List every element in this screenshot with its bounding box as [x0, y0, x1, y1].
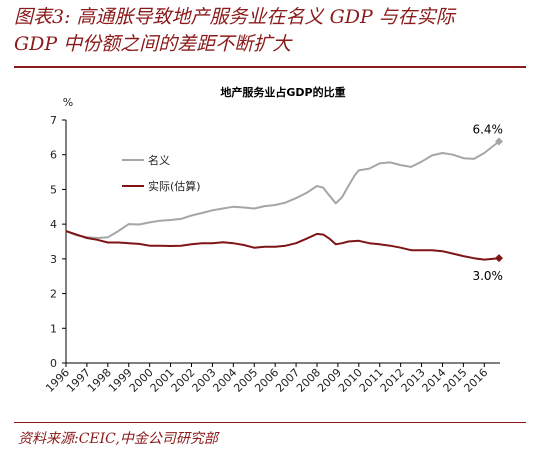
series-line-nominal [65, 140, 500, 239]
chart-axes: 0123456719961997199819992000200120022003… [43, 114, 500, 395]
y-axis-unit-label: % [63, 96, 73, 109]
legend-label: 实际(估算) [148, 179, 201, 193]
y-tick-label: 1 [50, 322, 57, 335]
y-tick-label: 2 [50, 288, 57, 301]
series-end-marker-nominal [494, 137, 503, 146]
title-divider [14, 66, 526, 68]
data-labels: 6.4% 3.0% [472, 123, 503, 284]
source-divider [14, 422, 526, 423]
figure-title-line1: 图表3: 高通胀导致地产服务业在名义 GDP 与在实际 [14, 6, 455, 28]
y-tick-label: 4 [50, 218, 57, 231]
figure-title-line2: GDP 中份额之间的差距不断扩大 [14, 33, 292, 55]
chart-title: 地产服务业占GDP的比重 [220, 85, 345, 99]
y-tick-label: 3 [50, 253, 57, 266]
figure-title: 图表3: 高通胀导致地产服务业在名义 GDP 与在实际 GDP 中份额之间的差距… [14, 4, 524, 58]
legend-label: 名义 [148, 153, 170, 167]
series-line-real [65, 230, 500, 261]
y-tick-label: 6 [50, 149, 57, 162]
x-tick-label: 2016 [461, 366, 490, 395]
end-value-label-nominal: 6.4% [472, 123, 503, 137]
series-layer [65, 137, 503, 263]
end-value-label-real: 3.0% [472, 269, 503, 283]
y-tick-label: 7 [50, 114, 57, 127]
y-tick-label: 5 [50, 183, 57, 196]
series-end-marker-real [494, 254, 503, 263]
source-note: 资料来源:CEIC,中金公司研究部 [18, 431, 218, 447]
y-tick-label: 0 [50, 357, 57, 370]
